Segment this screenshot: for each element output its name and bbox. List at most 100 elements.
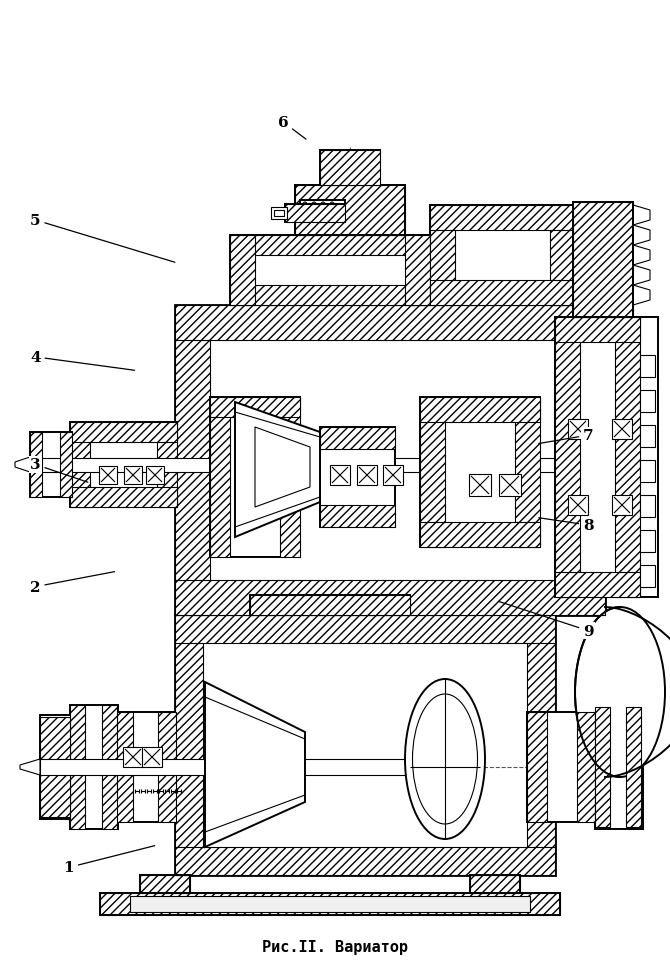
Bar	[570, 306, 605, 616]
Bar	[640, 495, 655, 518]
Polygon shape	[633, 206, 650, 226]
Bar	[626, 707, 641, 828]
Text: Рис.II. Вариатор: Рис.II. Вариатор	[262, 940, 408, 955]
Polygon shape	[633, 266, 650, 285]
Bar	[70, 423, 177, 443]
Bar	[638, 318, 658, 597]
Bar	[210, 398, 300, 558]
Ellipse shape	[329, 203, 335, 215]
Bar	[499, 475, 521, 496]
Polygon shape	[633, 246, 650, 266]
Bar	[285, 205, 345, 223]
Bar	[146, 467, 164, 485]
Bar	[320, 150, 380, 186]
Ellipse shape	[405, 679, 485, 839]
Bar	[30, 458, 570, 473]
Bar	[175, 306, 605, 616]
Bar	[274, 211, 284, 217]
Bar	[175, 847, 555, 875]
Text: 9: 9	[498, 602, 594, 638]
Bar	[573, 203, 633, 318]
Bar	[430, 206, 575, 306]
Bar	[250, 595, 410, 616]
Bar	[320, 505, 395, 528]
Bar	[577, 712, 595, 823]
Bar	[640, 391, 655, 412]
Bar	[99, 467, 117, 485]
Bar	[640, 356, 655, 378]
Polygon shape	[255, 428, 310, 507]
Bar	[210, 398, 230, 558]
Bar	[30, 433, 42, 497]
Bar	[320, 428, 395, 528]
Polygon shape	[235, 403, 320, 537]
Text: 3: 3	[30, 458, 88, 483]
Bar	[175, 616, 203, 875]
Bar	[295, 186, 405, 235]
Bar	[175, 616, 555, 875]
Bar	[124, 467, 142, 485]
Bar	[30, 433, 72, 497]
Polygon shape	[205, 682, 305, 847]
Ellipse shape	[302, 203, 308, 215]
Polygon shape	[20, 759, 40, 775]
Ellipse shape	[311, 203, 317, 215]
Bar	[230, 235, 430, 306]
Bar	[555, 573, 640, 597]
Bar	[300, 201, 345, 216]
Text: 6: 6	[278, 116, 306, 140]
Text: 7: 7	[539, 429, 594, 445]
Polygon shape	[633, 226, 650, 246]
Bar	[550, 206, 575, 306]
Text: 1: 1	[64, 846, 155, 874]
Bar	[430, 206, 455, 306]
Bar	[573, 203, 633, 318]
Ellipse shape	[413, 695, 478, 825]
Bar	[70, 705, 118, 829]
Bar	[295, 186, 405, 235]
Bar	[115, 712, 133, 823]
Bar	[568, 495, 588, 516]
Bar	[320, 150, 380, 186]
Text: 2: 2	[30, 573, 115, 594]
Bar	[280, 398, 300, 558]
Bar	[158, 712, 176, 823]
Bar	[420, 398, 540, 547]
Bar	[469, 475, 491, 496]
Bar	[40, 759, 460, 775]
Bar	[142, 747, 162, 767]
Bar	[70, 488, 177, 507]
Bar	[430, 206, 575, 231]
Text: 8: 8	[539, 518, 594, 532]
Bar	[555, 318, 580, 597]
Bar	[405, 235, 430, 306]
Bar	[115, 712, 177, 823]
Bar	[420, 398, 445, 547]
Ellipse shape	[320, 203, 326, 215]
Bar	[285, 205, 345, 223]
Bar	[60, 433, 72, 497]
Bar	[330, 465, 350, 486]
Bar	[320, 428, 395, 449]
Bar	[470, 875, 520, 893]
Bar	[295, 186, 405, 235]
Bar	[612, 495, 632, 516]
Bar	[70, 423, 90, 507]
Bar	[230, 235, 255, 306]
Bar	[40, 715, 72, 819]
Bar	[175, 616, 555, 643]
Bar	[573, 203, 633, 318]
Bar	[527, 616, 555, 875]
Bar	[383, 465, 403, 486]
Bar	[230, 285, 430, 306]
Bar	[420, 398, 540, 423]
Bar	[140, 875, 190, 893]
Bar	[123, 747, 143, 767]
Bar	[140, 875, 190, 893]
Bar	[357, 465, 377, 486]
Bar	[615, 318, 640, 597]
Bar	[175, 306, 605, 341]
Bar	[640, 426, 655, 447]
Polygon shape	[15, 457, 30, 473]
Bar	[130, 896, 530, 913]
